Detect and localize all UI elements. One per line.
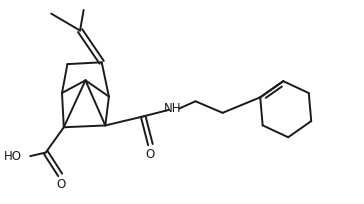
Text: O: O — [56, 178, 66, 191]
Text: HO: HO — [4, 150, 22, 163]
Text: NH: NH — [164, 102, 182, 115]
Text: O: O — [146, 148, 155, 161]
